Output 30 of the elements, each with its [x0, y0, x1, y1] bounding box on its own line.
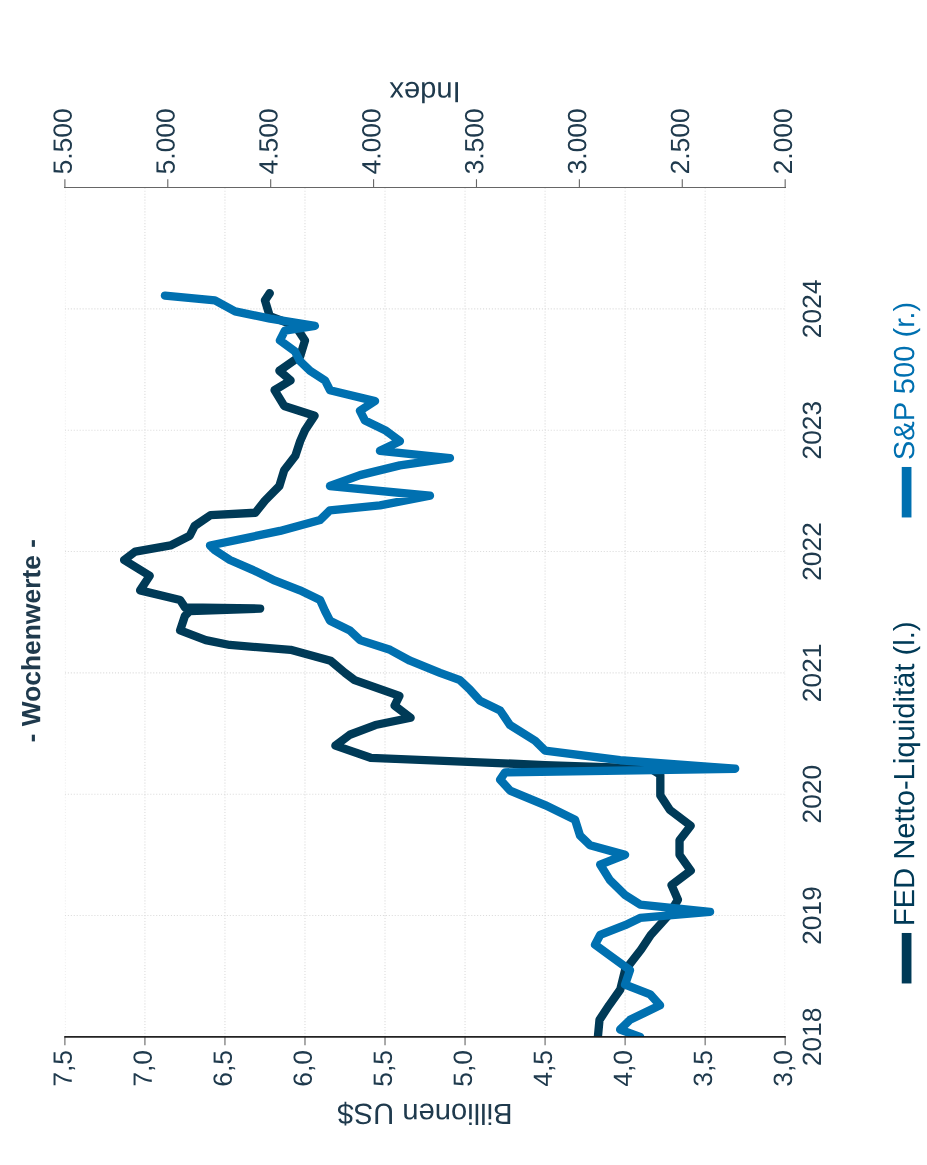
- y-tick-label: 2019: [802, 887, 822, 944]
- y-tick-label: 2024: [802, 280, 822, 337]
- x-axis-title: Billionen US$: [337, 1101, 511, 1126]
- x2-tick-label: 5.000: [156, 109, 175, 174]
- text: S&P 500 (r.): [893, 303, 921, 459]
- x-tick-label: 7,5: [53, 1051, 76, 1086]
- x-tick-label: 7,0: [133, 1051, 156, 1086]
- x-tick-label: 5,0: [453, 1051, 476, 1086]
- text: FED Netto-Liquidität (l.): [893, 623, 921, 924]
- x-tick-label: 6,5: [213, 1051, 236, 1086]
- text: - Wochenwerte -: [21, 540, 41, 742]
- x-tick-label: 4,0: [613, 1051, 636, 1087]
- x2-tick-label: 4.000: [361, 109, 381, 174]
- y-tick-label: 2023: [802, 402, 822, 459]
- y-tick-label: 2021: [802, 644, 822, 701]
- x2-tick-label: 4.500: [259, 109, 278, 174]
- y-tick-label: 2018: [802, 1008, 822, 1065]
- x-tick-label: 6,0: [293, 1051, 316, 1086]
- y-tick-label: 2022: [802, 523, 822, 580]
- y-tick-label: 2020: [802, 765, 822, 823]
- x-tick-label: 4,5: [533, 1051, 556, 1087]
- x2-tick-label: 5.500: [53, 109, 72, 174]
- x2-axis-title: Index: [389, 81, 459, 104]
- x2-tick-label: 2.500: [670, 109, 690, 174]
- x2-tick-label: 3.000: [567, 109, 587, 174]
- x-tick-label: 3,0: [773, 1051, 796, 1086]
- x2-tick-label: 3.500: [464, 109, 484, 174]
- x2-tick-label: 2.000: [773, 109, 793, 174]
- x-tick-label: 3,5: [693, 1051, 716, 1086]
- x-tick-label: 5,5: [373, 1051, 396, 1086]
